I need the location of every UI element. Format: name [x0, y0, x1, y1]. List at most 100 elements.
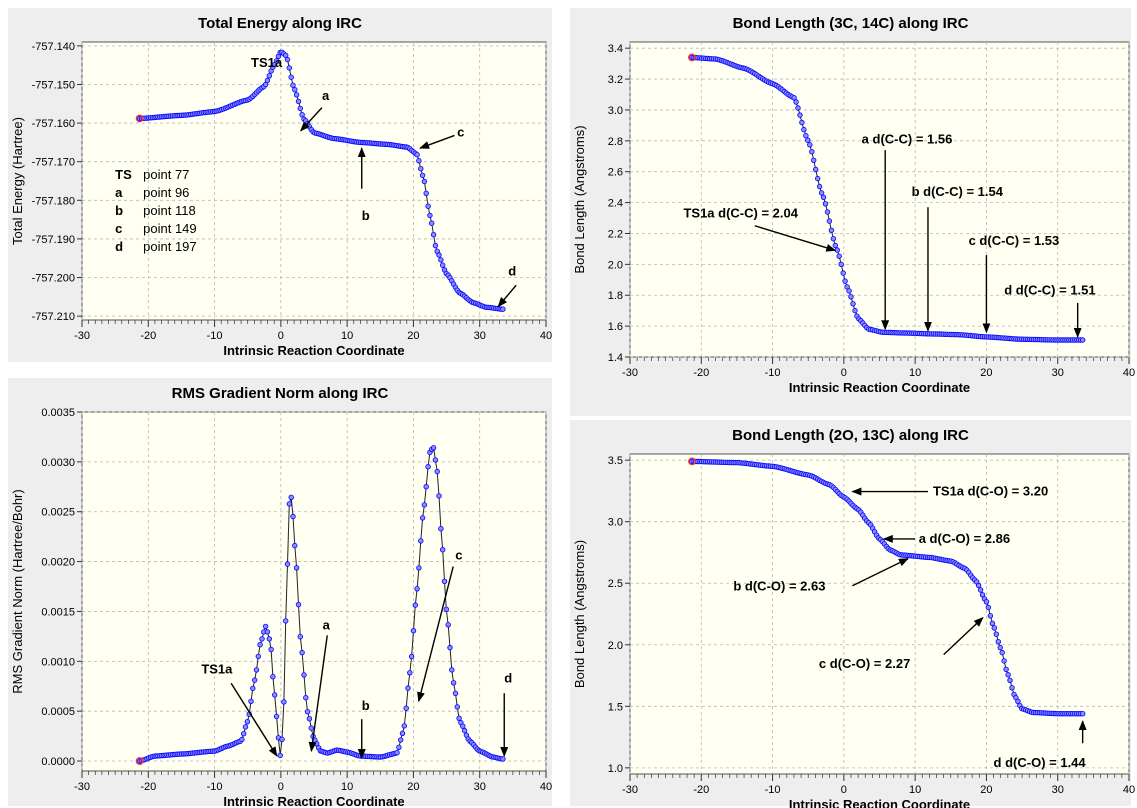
data-point — [257, 642, 263, 648]
data-point — [408, 653, 415, 660]
data-point — [266, 636, 272, 642]
data-point — [452, 690, 459, 697]
y-tick-label: 0.0005 — [41, 706, 75, 718]
x-tick-label: 10 — [909, 784, 921, 796]
data-point — [850, 301, 856, 307]
data-point — [281, 699, 287, 705]
x-tick-label: 10 — [909, 367, 921, 379]
data-point — [815, 175, 821, 182]
data-point — [838, 261, 844, 267]
y-tick-label: 2.0 — [608, 259, 623, 271]
data-point — [295, 98, 302, 105]
data-point — [983, 599, 990, 605]
data-point — [848, 294, 854, 300]
x-tick-label: -30 — [622, 784, 638, 796]
data-point — [985, 604, 992, 611]
annotation-label: TS1a d(C-O) = 3.20 — [933, 484, 1048, 499]
data-point — [803, 132, 809, 139]
data-point — [999, 649, 1005, 656]
data-point — [830, 235, 837, 242]
data-point — [293, 92, 300, 98]
data-point — [410, 628, 417, 634]
x-tick-label: -20 — [693, 367, 709, 379]
data-point — [423, 484, 429, 490]
chart-bond_co: -30 -20 -10 0 10 20 30 40 1.0 1.5 2.0 2.5 3.0 3.5 Bond… — [570, 420, 1135, 808]
x-tick-label: 30 — [1052, 367, 1064, 379]
annotation-arrow — [300, 107, 323, 132]
annotation-arrow — [308, 635, 328, 753]
x-axis-label: Intrinsic Reaction Coordinate — [223, 343, 404, 358]
y-tick-label: 2.6 — [608, 167, 623, 179]
data-point — [1003, 666, 1009, 672]
data-point — [418, 165, 424, 172]
data-point — [425, 464, 431, 470]
data-point — [306, 716, 313, 722]
data-point — [270, 674, 276, 680]
data-point — [248, 698, 254, 704]
data-point — [791, 95, 797, 101]
y-tick-label: 0.0000 — [41, 756, 75, 768]
data-point — [440, 262, 446, 268]
data-point — [822, 201, 829, 207]
chart-rms: -30 -20 -10 0 10 20 30 40 0.0000 0.0005 0.0010 0.00… — [8, 378, 552, 808]
start-point-marker — [135, 114, 144, 123]
annotation-label: d d(C-C) = 1.51 — [1004, 283, 1095, 298]
start-point-marker — [135, 757, 144, 765]
data-point — [293, 565, 300, 571]
annotation-label: d — [508, 264, 516, 279]
data-point — [418, 538, 424, 544]
data-point — [826, 218, 833, 224]
data-point — [266, 73, 272, 79]
data-point — [500, 306, 506, 312]
x-tick-label: -30 — [622, 367, 638, 379]
annotation-arrow — [754, 225, 837, 252]
y-tick-label: -757.210 — [32, 311, 75, 323]
x-tick-label: 0 — [841, 784, 847, 796]
data-point — [447, 644, 453, 651]
plot-area — [629, 453, 1130, 775]
annotation-arrow — [230, 682, 278, 757]
y-tick-label: 3.0 — [608, 517, 623, 529]
y-tick-label: -757.200 — [32, 273, 75, 285]
start-point-marker — [688, 53, 696, 62]
data-point — [421, 502, 428, 508]
data-point — [239, 736, 245, 743]
plot-area — [629, 41, 1130, 358]
chart-energy: -30 -20 -10 0 10 20 30 40 -757.140 -757.150 -757.1… — [8, 8, 552, 362]
y-tick-label: 0.0020 — [41, 557, 75, 569]
data-point — [450, 680, 457, 686]
y-tick-label: 2.2 — [608, 228, 623, 240]
x-tick-label: 0 — [278, 330, 284, 342]
x-tick-label: -20 — [693, 784, 709, 796]
data-point — [288, 494, 294, 500]
data-point — [264, 629, 271, 635]
data-point — [440, 547, 446, 553]
y-tick-label: 1.8 — [608, 290, 623, 302]
data-point — [290, 513, 296, 520]
legend-key: b — [115, 203, 123, 218]
annotation-arrow — [943, 617, 984, 656]
data-point — [250, 685, 256, 692]
start-point-marker — [688, 457, 696, 466]
annotation-label: a d(C-O) = 2.86 — [919, 531, 1010, 546]
annotation-label: d d(C-O) = 1.44 — [994, 755, 1087, 770]
data-point — [434, 468, 440, 475]
data-point — [295, 601, 302, 608]
data-point — [416, 565, 422, 571]
data-point — [412, 602, 418, 608]
data-point — [401, 723, 407, 729]
data-point — [991, 625, 997, 631]
chart-bond_cc: -30 -20 -10 0 10 20 30 40 1.4 1.6 1.8 2.0 2.2 2.4 2.6 2… — [570, 8, 1135, 416]
data-point — [273, 713, 280, 720]
data-point — [820, 194, 827, 200]
data-point — [425, 203, 431, 209]
x-tick-label: 10 — [341, 781, 353, 793]
y-tick-label: -757.170 — [32, 157, 75, 169]
data-point — [273, 58, 280, 64]
data-point — [259, 636, 265, 642]
data-point — [286, 501, 292, 507]
annotation-label: b d(C-O) = 2.63 — [733, 578, 825, 593]
y-tick-label: 1.0 — [608, 763, 623, 775]
data-point — [264, 77, 271, 84]
annotation-arrow — [417, 566, 454, 703]
